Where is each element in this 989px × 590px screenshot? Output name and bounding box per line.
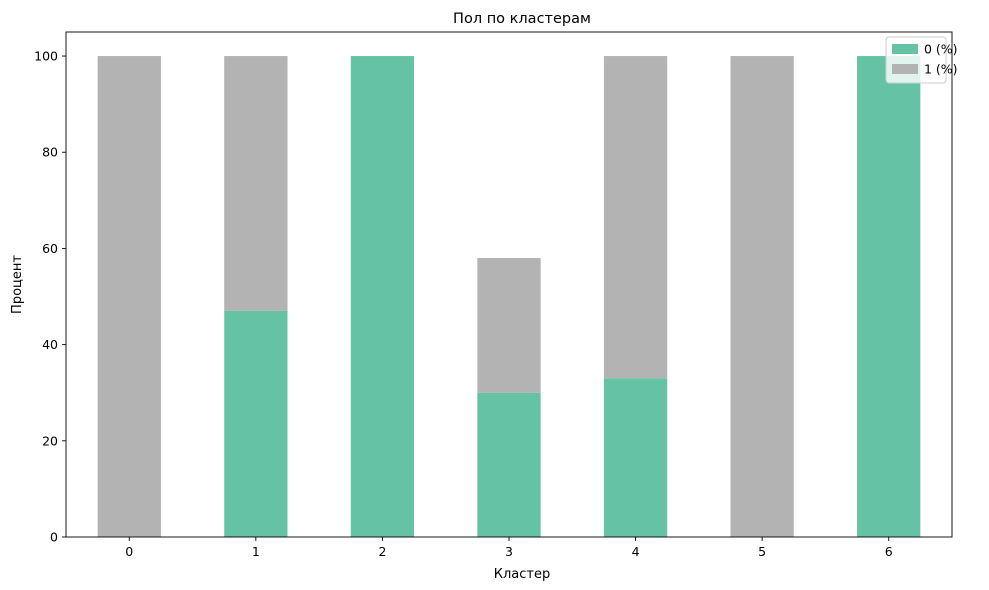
legend-label: 0 (%): [924, 42, 958, 57]
legend-label: 1 (%): [924, 62, 958, 77]
y-axis-label: Процент: [10, 255, 25, 314]
x-tick-label: 4: [632, 544, 640, 559]
x-axis-label: Кластер: [494, 567, 550, 582]
y-tick-label: 40: [42, 337, 58, 352]
y-tick-label: 60: [42, 241, 58, 256]
bar-cluster-1-series-1: [224, 56, 288, 311]
bar-cluster-6-series-0: [857, 56, 921, 538]
bar-cluster-3-series-0: [477, 392, 541, 537]
bar-cluster-4-series-0: [603, 378, 668, 537]
y-tick-label: 80: [42, 145, 58, 160]
bar-cluster-1-series-0: [224, 310, 288, 537]
x-tick-label: 2: [378, 544, 386, 559]
x-tick-label: 5: [758, 544, 766, 559]
y-tick-label: 0: [50, 530, 58, 545]
x-axis: 0 1 2 3 4 5 6: [125, 537, 893, 559]
bar-cluster-2-series-0: [350, 56, 415, 538]
bar-cluster-4-series-1: [603, 56, 668, 379]
legend-swatch: [892, 44, 918, 54]
y-tick-label: 100: [34, 49, 58, 64]
y-axis: 0 20 40 60 80 100: [34, 49, 66, 545]
x-tick-label: 6: [885, 544, 893, 559]
legend: 0 (%) 1 (%): [885, 36, 958, 84]
bar-cluster-0-series-1: [97, 56, 161, 538]
chart-title: Пол по кластерам: [453, 11, 591, 27]
x-tick-label: 1: [252, 544, 260, 559]
bars-layer: [97, 56, 921, 538]
bar-cluster-5-series-1: [730, 56, 794, 538]
plot-frame: [65, 31, 953, 538]
bar-cluster-3-series-1: [477, 258, 541, 393]
y-tick-label: 20: [42, 433, 58, 448]
x-tick-label: 0: [125, 544, 133, 559]
legend-swatch: [892, 64, 918, 74]
x-tick-label: 3: [505, 544, 513, 559]
